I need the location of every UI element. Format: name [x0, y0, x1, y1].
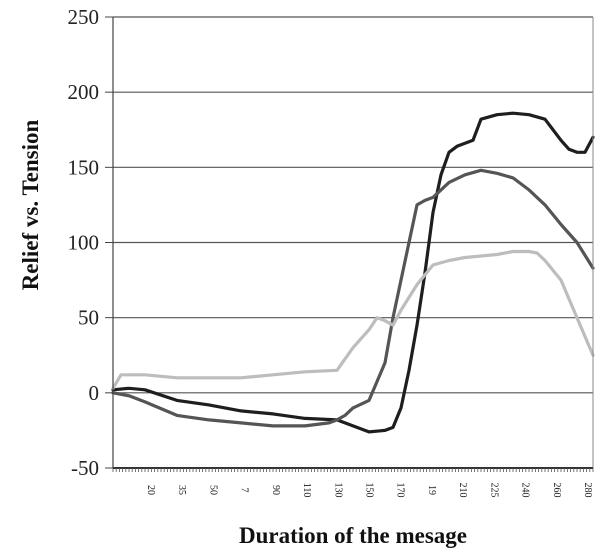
x-tick-label: 50	[207, 485, 218, 495]
x-axis-title: Duration of the mesage	[239, 523, 467, 548]
x-tick-label: 35	[176, 485, 187, 495]
x-tick-label: 19	[426, 485, 437, 495]
x-tick-label: 260	[551, 483, 562, 498]
x-tick-label: 225	[488, 483, 499, 498]
x-tick-label: 240	[520, 483, 531, 498]
series-line-2	[111, 168, 595, 428]
series-line-3	[111, 249, 595, 390]
x-tick-labels: 20 35 50 7 90 110 130 150 170 19 210 225 240 260 280	[145, 483, 593, 498]
x-tick-label: 110	[301, 483, 312, 498]
y-tick-label: 100	[68, 231, 100, 255]
y-tick-label: 150	[68, 155, 100, 179]
y-tick-label: 250	[68, 5, 100, 29]
y-tick-label: 200	[68, 80, 100, 104]
y-tick-labels: 250 200 150 100 50 0 -50	[68, 5, 100, 480]
series-lines	[111, 111, 595, 434]
x-tick-label: 90	[270, 485, 281, 495]
axes	[105, 16, 594, 472]
y-tick-label: 0	[89, 381, 100, 405]
y-tick-label: 50	[78, 306, 99, 330]
x-tick-label: 170	[395, 483, 406, 498]
x-tick-label: 130	[332, 483, 343, 498]
y-axis-title: Relief vs. Tension	[18, 119, 43, 290]
x-tick-label: 20	[145, 485, 156, 495]
x-tick-label: 150	[364, 483, 375, 498]
y-tick-label: -50	[71, 456, 99, 480]
x-tick-label: 280	[582, 483, 593, 498]
x-tick-label: 210	[457, 483, 468, 498]
x-tick-label: 7	[239, 488, 250, 493]
